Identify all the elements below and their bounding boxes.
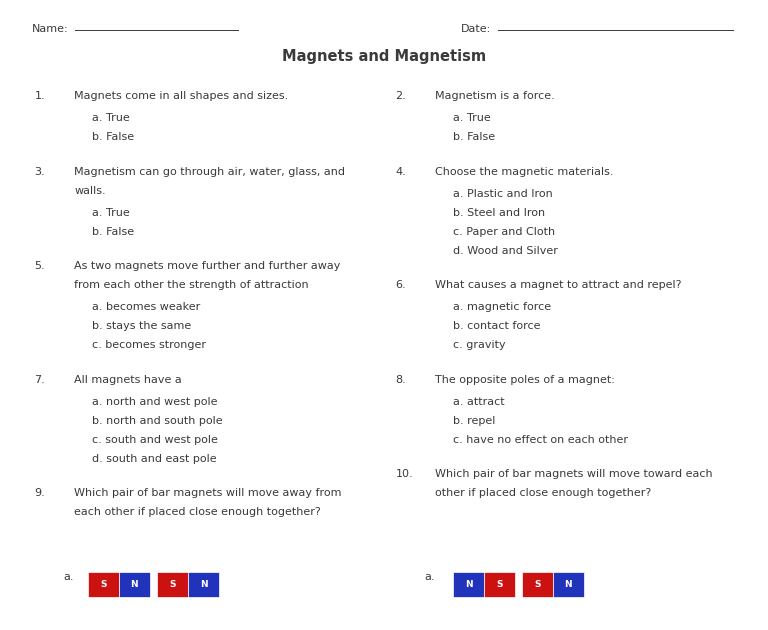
- Text: 4.: 4.: [396, 167, 406, 177]
- Bar: [157, 572, 188, 597]
- Text: a. True: a. True: [92, 208, 130, 218]
- Text: a. Plastic and Iron: a. Plastic and Iron: [453, 189, 553, 199]
- Text: d. south and east pole: d. south and east pole: [92, 454, 217, 464]
- Text: 7.: 7.: [35, 375, 45, 385]
- Text: b. False: b. False: [92, 132, 134, 142]
- Text: 2.: 2.: [396, 91, 406, 101]
- Text: S: S: [170, 580, 176, 589]
- Text: b. contact force: b. contact force: [453, 321, 541, 331]
- Bar: [522, 572, 553, 597]
- Text: S: S: [535, 580, 541, 589]
- Bar: [88, 572, 119, 597]
- Text: a. True: a. True: [453, 113, 491, 123]
- Text: 9.: 9.: [35, 488, 45, 498]
- Text: Choose the magnetic materials.: Choose the magnetic materials.: [435, 167, 614, 177]
- Text: walls.: walls.: [74, 186, 106, 196]
- Bar: [119, 572, 150, 597]
- Bar: [553, 572, 584, 597]
- Text: b. False: b. False: [453, 132, 495, 142]
- Text: What causes a magnet to attract and repel?: What causes a magnet to attract and repe…: [435, 280, 682, 290]
- Bar: [188, 572, 219, 597]
- Text: a.: a.: [425, 572, 435, 582]
- Text: Magnetism can go through air, water, glass, and: Magnetism can go through air, water, gla…: [74, 167, 346, 177]
- Text: 8.: 8.: [396, 375, 406, 385]
- Text: 5.: 5.: [35, 261, 45, 272]
- Text: c. gravity: c. gravity: [453, 340, 506, 350]
- Text: S: S: [101, 580, 107, 589]
- Text: Name:: Name:: [32, 24, 69, 34]
- Text: 1.: 1.: [35, 91, 45, 101]
- Text: N: N: [465, 580, 472, 589]
- Text: c. Paper and Cloth: c. Paper and Cloth: [453, 227, 555, 237]
- Text: Magnets come in all shapes and sizes.: Magnets come in all shapes and sizes.: [74, 91, 289, 101]
- Text: each other if placed close enough together?: each other if placed close enough togeth…: [74, 507, 321, 517]
- Text: b. repel: b. repel: [453, 416, 495, 426]
- Text: S: S: [496, 580, 502, 589]
- Text: a. attract: a. attract: [453, 397, 505, 407]
- Text: N: N: [200, 580, 207, 589]
- Text: from each other the strength of attraction: from each other the strength of attracti…: [74, 280, 310, 290]
- Text: b. stays the same: b. stays the same: [92, 321, 191, 331]
- Text: c. south and west pole: c. south and west pole: [92, 435, 218, 445]
- Text: b. north and south pole: b. north and south pole: [92, 416, 223, 426]
- Text: All magnets have a: All magnets have a: [74, 375, 182, 385]
- Text: Magnets and Magnetism: Magnets and Magnetism: [282, 49, 486, 64]
- Text: 10.: 10.: [396, 469, 413, 479]
- Text: a. True: a. True: [92, 113, 130, 123]
- Bar: [484, 572, 515, 597]
- Text: b. Steel and Iron: b. Steel and Iron: [453, 208, 545, 218]
- Text: As two magnets move further and further away: As two magnets move further and further …: [74, 261, 341, 272]
- Text: c. becomes stronger: c. becomes stronger: [92, 340, 206, 350]
- Text: a. north and west pole: a. north and west pole: [92, 397, 217, 407]
- Text: a. magnetic force: a. magnetic force: [453, 302, 551, 312]
- Text: 6.: 6.: [396, 280, 406, 290]
- Text: The opposite poles of a magnet:: The opposite poles of a magnet:: [435, 375, 615, 385]
- Text: N: N: [131, 580, 138, 589]
- Text: N: N: [564, 580, 572, 589]
- Text: other if placed close enough together?: other if placed close enough together?: [435, 488, 652, 498]
- Text: 3.: 3.: [35, 167, 45, 177]
- Text: Which pair of bar magnets will move away from: Which pair of bar magnets will move away…: [74, 488, 342, 498]
- Text: a.: a.: [64, 572, 74, 582]
- Text: Magnetism is a force.: Magnetism is a force.: [435, 91, 555, 101]
- Text: Which pair of bar magnets will move toward each: Which pair of bar magnets will move towa…: [435, 469, 713, 479]
- Bar: [453, 572, 484, 597]
- Text: Date:: Date:: [461, 24, 491, 34]
- Text: d. Wood and Silver: d. Wood and Silver: [453, 246, 558, 256]
- Text: c. have no effect on each other: c. have no effect on each other: [453, 435, 628, 445]
- Text: b. False: b. False: [92, 227, 134, 237]
- Text: a. becomes weaker: a. becomes weaker: [92, 302, 200, 312]
